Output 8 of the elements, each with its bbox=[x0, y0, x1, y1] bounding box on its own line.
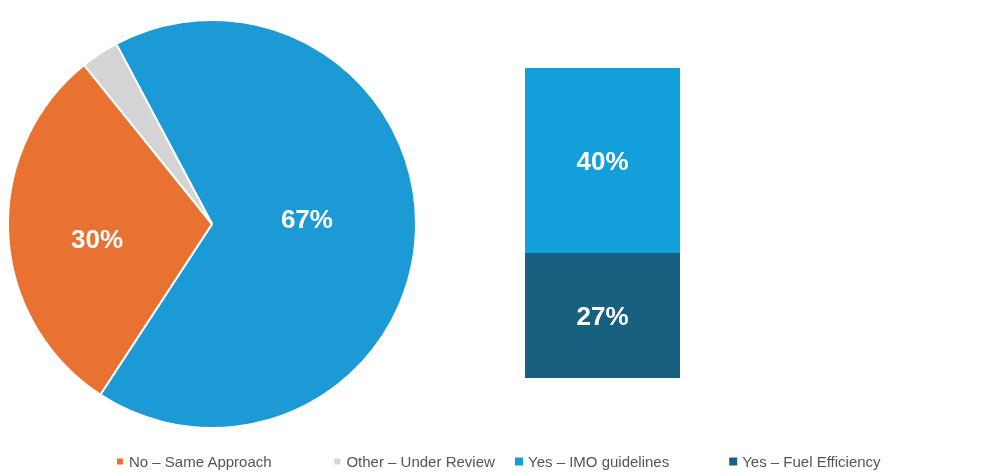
data-label: 40% bbox=[576, 145, 629, 176]
data-label: 30% bbox=[71, 224, 124, 255]
legend-label: Yes – IMO guidelines bbox=[528, 453, 670, 470]
data-label: 67% bbox=[280, 203, 333, 234]
legend-label: Yes – Fuel Efficiency bbox=[742, 453, 882, 470]
legend-label: No – Same Approach bbox=[129, 453, 272, 470]
data-label: 27% bbox=[576, 300, 629, 331]
legend-label: Other – Under Review bbox=[346, 453, 495, 470]
